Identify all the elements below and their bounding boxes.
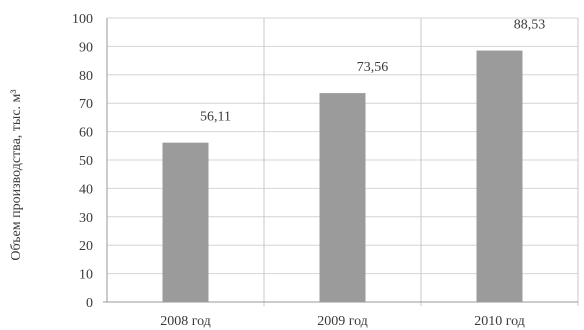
x-category-label: 2008 год — [160, 314, 211, 329]
y-tick-label: 90 — [79, 40, 93, 55]
axes — [103, 18, 578, 303]
x-category-label: 2010 год — [474, 314, 525, 329]
data-label: 56,11 — [200, 110, 231, 125]
y-tick-label: 50 — [79, 154, 93, 169]
bar-2008-год — [162, 142, 209, 302]
bar-2009-год — [319, 93, 366, 302]
y-tick-label: 0 — [86, 296, 93, 311]
labels: 0 10 20 30 40 50 60 70 80 90 100 2008 год 56,11 2009 … — [72, 12, 545, 329]
y-tick-label: 40 — [79, 182, 93, 197]
y-tick-label: 30 — [79, 211, 93, 226]
y-axis-title: Объем производства, тыс. м³ — [9, 89, 24, 260]
y-tick-label: 80 — [79, 69, 93, 84]
bar-2010-год — [476, 50, 523, 302]
y-tick-label: 60 — [79, 126, 93, 141]
data-label: 88,53 — [514, 18, 546, 33]
bars — [162, 50, 523, 302]
data-label: 73,56 — [357, 60, 389, 75]
y-tick-label: 20 — [79, 239, 93, 254]
y-tick-label: 10 — [79, 268, 93, 283]
y-tick-label: 70 — [79, 97, 93, 112]
y-tick-label: 100 — [72, 12, 93, 27]
x-category-label: 2009 год — [317, 314, 368, 329]
